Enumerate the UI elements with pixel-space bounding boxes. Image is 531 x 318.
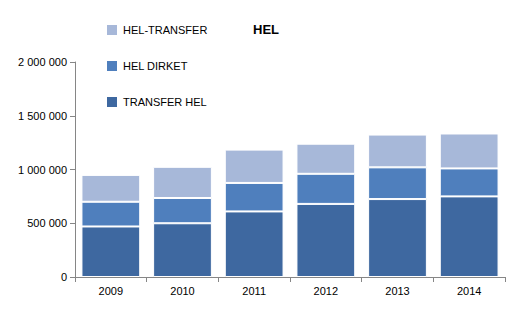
svg-text:2009: 2009 [99,285,123,297]
svg-text:2 000 000: 2 000 000 [18,56,67,68]
svg-text:500 000: 500 000 [27,217,67,229]
svg-text:HEL-TRANSFER: HEL-TRANSFER [123,24,207,36]
svg-text:HEL DIRKET: HEL DIRKET [123,60,188,72]
svg-text:0: 0 [61,271,67,283]
svg-text:1 000 000: 1 000 000 [18,164,67,176]
svg-text:2010: 2010 [170,285,194,297]
svg-text:2011: 2011 [242,285,266,297]
svg-text:2014: 2014 [457,285,481,297]
svg-text:1 500 000: 1 500 000 [18,110,67,122]
svg-text:2013: 2013 [385,285,409,297]
svg-text:TRANSFER HEL: TRANSFER HEL [123,96,207,108]
svg-text:HEL: HEL [253,22,279,37]
svg-text:2012: 2012 [314,285,338,297]
